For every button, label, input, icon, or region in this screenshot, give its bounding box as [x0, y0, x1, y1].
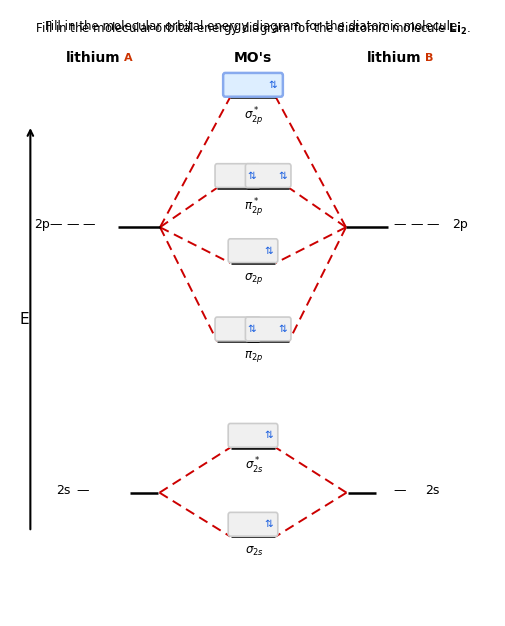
Text: $\sigma_{2p}$: $\sigma_{2p}$ [244, 271, 263, 286]
Text: MO's: MO's [233, 51, 272, 65]
Text: $\sigma_{2s}$: $\sigma_{2s}$ [244, 545, 263, 558]
Text: ⇅: ⇅ [264, 520, 273, 529]
FancyBboxPatch shape [215, 164, 260, 188]
Text: ⇅: ⇅ [264, 431, 273, 440]
Text: —: — [393, 218, 405, 231]
Text: lithium: lithium [367, 51, 421, 65]
Text: lithium: lithium [66, 51, 121, 65]
FancyBboxPatch shape [215, 317, 260, 341]
Text: 2s: 2s [424, 484, 438, 496]
FancyBboxPatch shape [223, 73, 282, 97]
Text: Fill in the molecular orbital energy diagram for the diatomic molecule: Fill in the molecular orbital energy dia… [45, 20, 460, 33]
Text: —: — [76, 484, 88, 496]
Text: $\pi^*_{2p}$: $\pi^*_{2p}$ [244, 196, 263, 218]
Text: —: — [393, 484, 405, 496]
FancyBboxPatch shape [228, 512, 277, 536]
Text: A: A [124, 53, 132, 63]
FancyBboxPatch shape [228, 424, 277, 447]
FancyBboxPatch shape [245, 164, 290, 188]
FancyBboxPatch shape [228, 239, 277, 263]
Text: 2s: 2s [56, 484, 70, 496]
Text: 2p: 2p [34, 218, 50, 231]
Text: $\pi_{2p}$: $\pi_{2p}$ [244, 349, 263, 364]
Text: $\sigma^*_{2p}$: $\sigma^*_{2p}$ [244, 105, 263, 127]
Text: —: — [410, 218, 422, 231]
Text: 2p: 2p [451, 218, 467, 231]
Text: —: — [49, 218, 62, 231]
Text: ⇅: ⇅ [277, 171, 286, 180]
Text: ⇅: ⇅ [264, 246, 273, 255]
Text: —: — [426, 218, 438, 231]
Text: ⇅: ⇅ [277, 324, 286, 334]
Text: B: B [424, 53, 433, 63]
Text: ⇅: ⇅ [247, 171, 256, 180]
Text: ⇅: ⇅ [268, 80, 277, 90]
FancyBboxPatch shape [245, 317, 290, 341]
Text: E: E [19, 312, 29, 327]
Text: —: — [66, 218, 78, 231]
Text: $\sigma^*_{2s}$: $\sigma^*_{2s}$ [244, 456, 263, 476]
Text: Fill in the molecular orbital energy diagram for the diatomic molecule $\mathbf{: Fill in the molecular orbital energy dia… [35, 20, 470, 37]
Text: ⇅: ⇅ [247, 324, 256, 334]
Text: —: — [83, 218, 95, 231]
